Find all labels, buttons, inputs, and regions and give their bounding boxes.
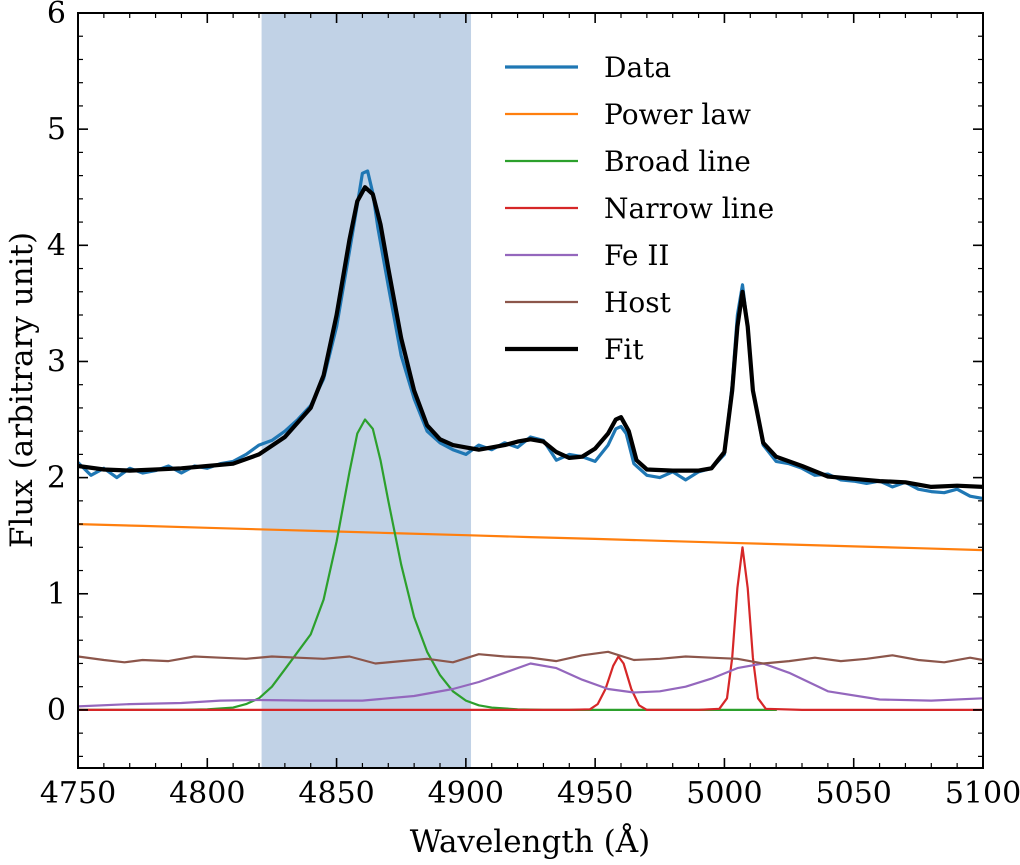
series-line-fe-ii bbox=[78, 662, 983, 708]
x-tick-label: 5050 bbox=[816, 776, 892, 811]
series-line-broad-line bbox=[78, 418, 778, 711]
y-tick-label: 6 bbox=[47, 0, 66, 31]
x-tick-label: 4950 bbox=[557, 776, 633, 811]
x-tick-label: 4900 bbox=[428, 776, 504, 811]
legend-label-fe-ii: Fe II bbox=[604, 239, 670, 272]
axes-layer: 4750 4800 4850 4900 4950 5000 5050 5100 0 1 2 3 4 5 6 bbox=[40, 0, 1020, 811]
shaded-region bbox=[261, 13, 472, 768]
x-tick-label: 5000 bbox=[686, 776, 762, 811]
y-tick-label: 0 bbox=[47, 693, 66, 728]
y-tick-label: 2 bbox=[47, 461, 66, 496]
legend-label-narrow-line: Narrow line bbox=[604, 192, 774, 225]
shaded-region-layer bbox=[261, 13, 472, 768]
x-axis-label: Wavelength (Å) bbox=[410, 822, 650, 860]
legend-label-host: Host bbox=[604, 286, 672, 319]
series-line-narrow-line bbox=[78, 546, 983, 711]
y-axis-label: Flux (arbitrary unit) bbox=[4, 232, 40, 548]
legend-label-power-law: Power law bbox=[604, 98, 751, 131]
y-tick-label: 1 bbox=[47, 577, 66, 612]
x-tick-label: 5100 bbox=[945, 776, 1020, 811]
series-line-host bbox=[78, 650, 983, 665]
series-line-power-law bbox=[78, 523, 983, 552]
legend: Data Power law Broad line Narrow line Fe II H… bbox=[505, 51, 774, 366]
x-tick-label: 4750 bbox=[40, 776, 116, 811]
y-tick-label: 5 bbox=[47, 112, 66, 147]
legend-label-broad-line: Broad line bbox=[604, 145, 751, 178]
legend-label-fit: Fit bbox=[604, 333, 644, 366]
x-tick-label: 4800 bbox=[169, 776, 245, 811]
y-tick-label: 3 bbox=[47, 344, 66, 379]
y-tick-label: 4 bbox=[47, 228, 66, 263]
series-layer bbox=[78, 169, 983, 711]
plot-frame bbox=[77, 12, 984, 769]
legend-label-data: Data bbox=[604, 51, 671, 84]
series-line-fit bbox=[78, 185, 983, 489]
x-tick-label: 4850 bbox=[298, 776, 374, 811]
